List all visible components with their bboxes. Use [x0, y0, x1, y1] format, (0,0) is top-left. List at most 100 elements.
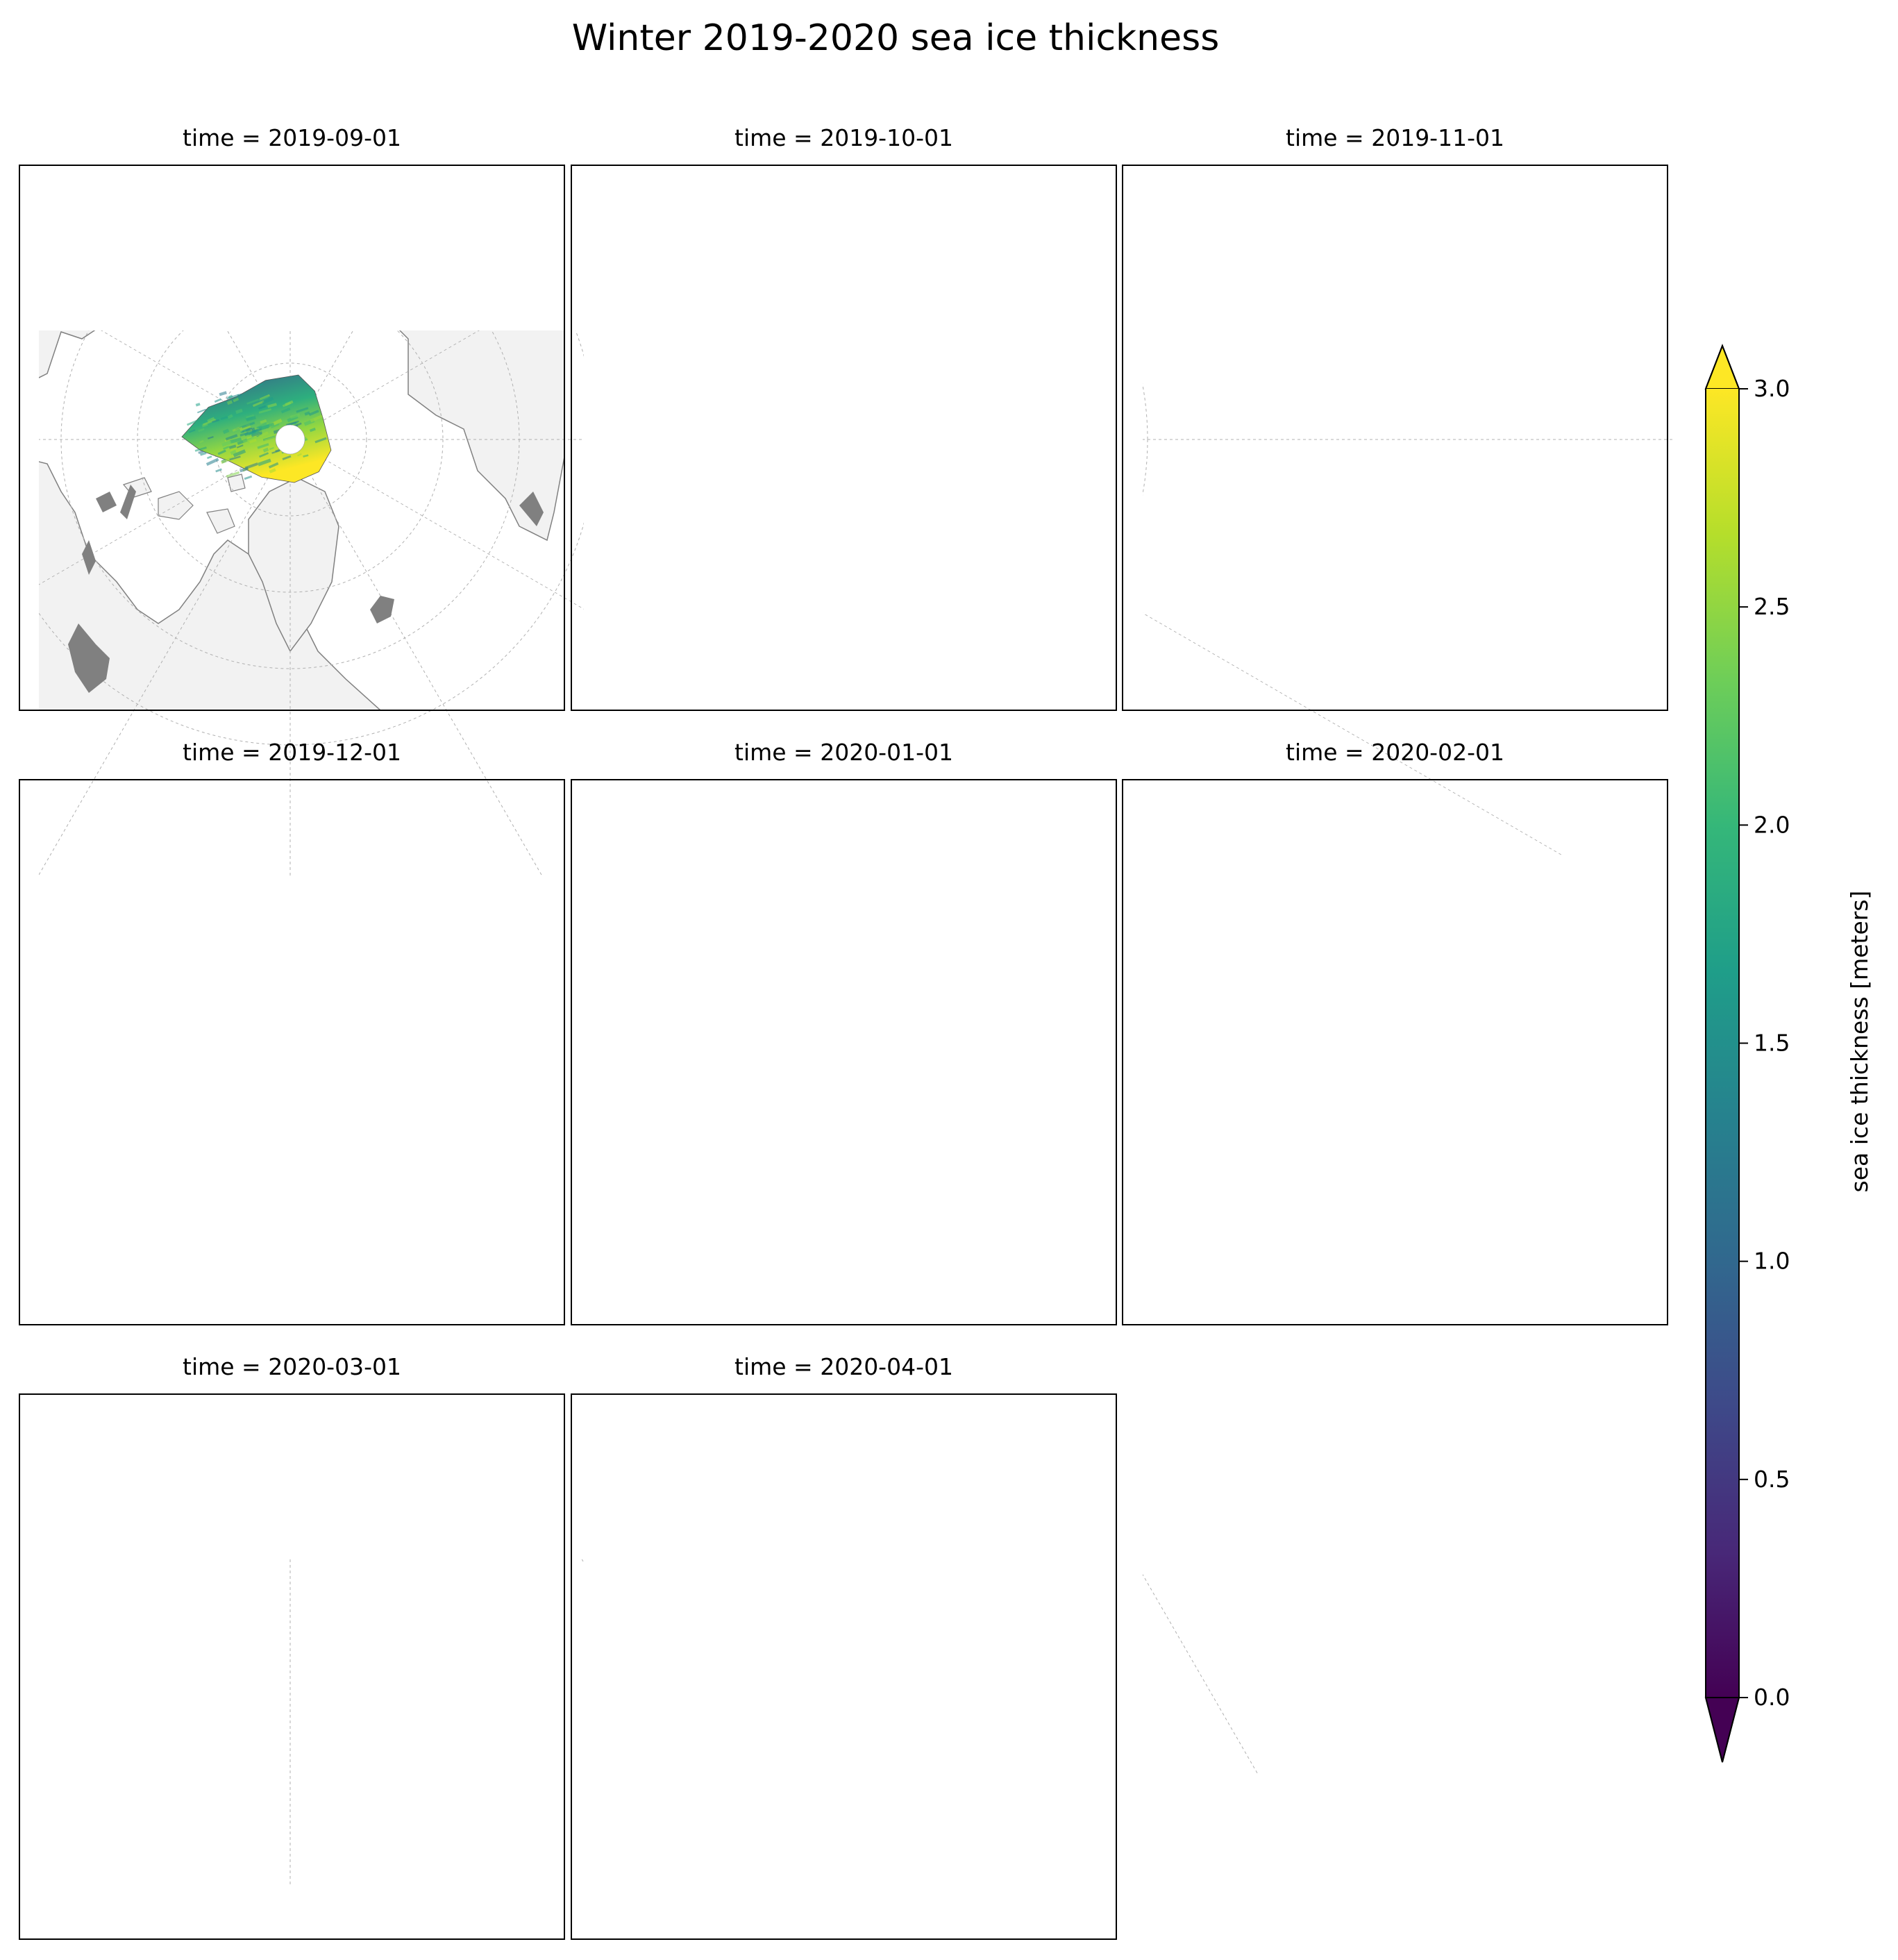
ice-texture: [1379, 1077, 1391, 1083]
ice-texture: [1289, 422, 1297, 426]
ice-texture: [228, 444, 237, 449]
ice-texture: [207, 435, 214, 439]
ice-texture: [1436, 1094, 1446, 1101]
ice-texture: [1362, 987, 1373, 994]
lakes: [68, 821, 557, 1307]
ice-texture: [243, 1055, 254, 1059]
ice-texture: [805, 1648, 815, 1654]
ice-texture: [810, 1051, 819, 1057]
ice-texture: [755, 439, 767, 445]
ice-texture: [255, 1607, 266, 1613]
lake: [922, 596, 946, 623]
panel-frame: [19, 165, 565, 711]
ice-texture: [847, 1707, 853, 1711]
ice-texture: [280, 1069, 292, 1075]
ice-texture: [786, 435, 797, 442]
ice-texture: [271, 423, 280, 429]
ice-texture: [1247, 411, 1258, 417]
ice-texture: [247, 1671, 252, 1675]
ice-texture: [1347, 1023, 1356, 1029]
ice-texture: [789, 1024, 799, 1030]
ice-texture: [725, 1054, 736, 1059]
ice-texture: [244, 1078, 251, 1082]
ice-texture: [846, 1650, 859, 1657]
ice-texture: [830, 982, 837, 987]
ice-texture: [289, 1104, 303, 1112]
ice-texture: [803, 1664, 811, 1670]
ice-texture: [262, 396, 274, 405]
ice-texture: [790, 428, 801, 434]
ice-texture: [1445, 1024, 1458, 1030]
sea-ice-field: [112, 1562, 375, 1739]
ice-texture: [869, 1062, 877, 1066]
ice-texture: [788, 433, 797, 437]
ice-texture: [278, 1071, 284, 1075]
ice-texture: [332, 1639, 340, 1643]
ice-texture: [1356, 1000, 1363, 1006]
ice-texture: [224, 1657, 235, 1663]
ice-texture: [781, 480, 789, 486]
ice-texture: [203, 419, 217, 426]
ice-texture: [843, 1657, 848, 1661]
ice-texture: [845, 978, 854, 983]
map-panel: time = 2019-11-01: [1122, 124, 1668, 711]
ice-texture: [220, 456, 234, 464]
ice-texture: [786, 433, 792, 438]
ice-texture: [283, 1705, 289, 1709]
ice-texture: [335, 1641, 346, 1648]
ice-texture: [1291, 991, 1297, 996]
ice-texture: [785, 426, 799, 433]
map-canvas: [19, 780, 584, 1887]
ice-texture: [217, 1037, 228, 1043]
ice-texture: [734, 1645, 747, 1650]
ice-texture: [844, 378, 855, 385]
ice-texture: [798, 1046, 808, 1050]
ice-texture: [805, 1656, 817, 1661]
ice-texture: [851, 414, 859, 419]
landmass: [19, 780, 190, 1002]
ice-texture: [1376, 1046, 1382, 1050]
ice-texture: [837, 1015, 851, 1022]
ice-texture: [1359, 392, 1372, 397]
ice-texture: [246, 1051, 258, 1057]
meridian-line: [977, 333, 1393, 1054]
ice-texture: [183, 1014, 193, 1019]
ice-texture: [841, 1086, 846, 1089]
ice-texture: [1360, 1042, 1367, 1046]
island: [1261, 1106, 1296, 1134]
lakes: [1171, 207, 1661, 693]
ice-texture: [805, 1046, 816, 1053]
ice-texture: [800, 1044, 811, 1049]
ice-texture: [1311, 1052, 1317, 1056]
ice-texture: [224, 1720, 237, 1728]
ice-texture: [800, 1657, 814, 1664]
ice-texture: [1361, 1084, 1368, 1087]
lake: [648, 1720, 669, 1741]
ice-texture: [292, 1710, 302, 1716]
ice-texture: [793, 1028, 804, 1035]
ice-texture: [228, 394, 233, 399]
ice-texture: [1324, 1042, 1334, 1048]
ice-texture: [803, 478, 814, 483]
pole-hole: [1379, 1039, 1408, 1069]
ice-texture: [856, 438, 862, 442]
ice-texture: [282, 401, 292, 408]
lake: [1089, 884, 1109, 925]
latitude-circle: [766, 978, 918, 1130]
ice-texture: [1363, 1003, 1373, 1010]
ice-texture: [803, 1641, 810, 1644]
ice-texture: [761, 1103, 773, 1110]
ice-texture: [1350, 432, 1362, 437]
ice-texture: [773, 1028, 782, 1033]
ice-texture: [233, 1614, 245, 1620]
ice-texture: [793, 1038, 807, 1046]
ice-texture: [1350, 1066, 1357, 1070]
island: [780, 1703, 797, 1720]
ice-texture: [199, 1666, 209, 1671]
ice-texture: [249, 438, 257, 444]
ice-texture: [191, 1037, 199, 1041]
ice-texture: [1371, 484, 1380, 489]
lake: [96, 1720, 117, 1741]
ice-texture: [1288, 419, 1296, 424]
ice-texture: [189, 995, 198, 999]
